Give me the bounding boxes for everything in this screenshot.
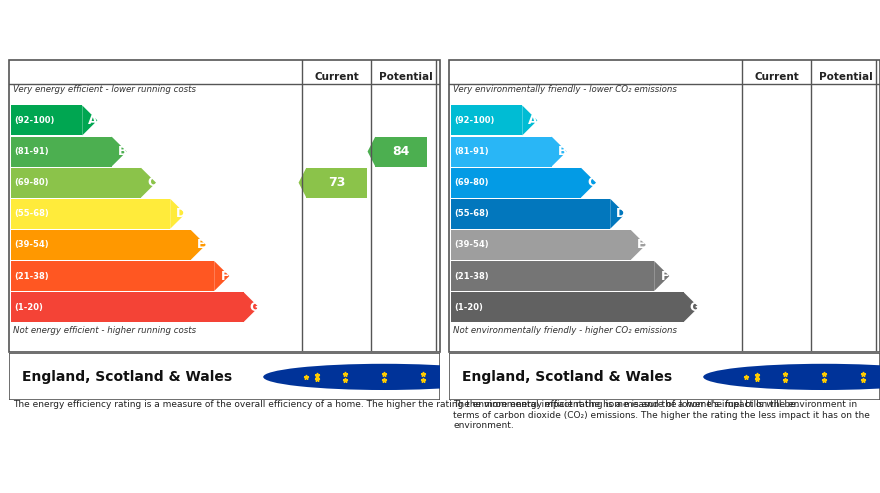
Polygon shape: [368, 137, 376, 167]
Text: Current: Current: [314, 72, 359, 82]
Polygon shape: [552, 137, 567, 167]
Text: The environmental impact rating is a measure of a home's impact on the environme: The environmental impact rating is a mea…: [453, 400, 870, 430]
FancyBboxPatch shape: [11, 292, 244, 322]
Text: EU Directive
2002/91/EC: EU Directive 2002/91/EC: [759, 366, 819, 387]
Text: E: E: [637, 239, 646, 251]
Polygon shape: [82, 106, 98, 136]
Text: (69-80): (69-80): [14, 178, 48, 187]
Text: Current: Current: [754, 72, 799, 82]
Text: England, Scotland & Wales: England, Scotland & Wales: [22, 370, 231, 384]
Polygon shape: [191, 230, 206, 260]
FancyBboxPatch shape: [451, 168, 581, 198]
Text: G: G: [689, 301, 700, 314]
Text: (21-38): (21-38): [14, 272, 48, 281]
FancyBboxPatch shape: [11, 168, 141, 198]
FancyBboxPatch shape: [11, 199, 170, 229]
Text: F: F: [661, 270, 670, 282]
Polygon shape: [654, 261, 670, 291]
Text: (81-91): (81-91): [14, 147, 48, 156]
Text: D: D: [176, 207, 187, 220]
FancyBboxPatch shape: [451, 261, 654, 291]
FancyBboxPatch shape: [9, 60, 440, 352]
Text: B: B: [118, 145, 127, 158]
Polygon shape: [298, 168, 306, 198]
Text: Very energy efficient - lower running costs: Very energy efficient - lower running co…: [13, 85, 196, 94]
Text: A: A: [528, 114, 538, 127]
Text: E: E: [197, 239, 206, 251]
Text: EU Directive
2002/91/EC: EU Directive 2002/91/EC: [319, 366, 379, 387]
FancyBboxPatch shape: [11, 261, 214, 291]
FancyBboxPatch shape: [451, 292, 684, 322]
Polygon shape: [214, 261, 230, 291]
FancyBboxPatch shape: [451, 137, 552, 167]
Text: (69-80): (69-80): [454, 178, 488, 187]
Text: (81-91): (81-91): [454, 147, 488, 156]
FancyBboxPatch shape: [376, 137, 427, 167]
Text: A: A: [88, 114, 98, 127]
Text: 73: 73: [328, 176, 345, 189]
Text: C: C: [587, 176, 597, 189]
Polygon shape: [610, 199, 626, 229]
Text: G: G: [249, 301, 260, 314]
FancyBboxPatch shape: [451, 106, 522, 136]
Text: Not environmentally friendly - higher CO₂ emissions: Not environmentally friendly - higher CO…: [453, 326, 677, 335]
Polygon shape: [581, 168, 596, 198]
Text: F: F: [221, 270, 230, 282]
Text: The energy efficiency rating is a measure of the overall efficiency of a home. T: The energy efficiency rating is a measur…: [13, 400, 799, 409]
Circle shape: [263, 364, 505, 390]
Text: (1-20): (1-20): [14, 303, 43, 312]
Polygon shape: [684, 292, 699, 322]
Polygon shape: [631, 230, 646, 260]
Text: (92-100): (92-100): [14, 116, 55, 125]
Circle shape: [703, 364, 880, 390]
Text: D: D: [616, 207, 627, 220]
FancyBboxPatch shape: [451, 199, 610, 229]
Text: (55-68): (55-68): [454, 209, 488, 218]
Polygon shape: [522, 106, 538, 136]
Text: B: B: [558, 145, 567, 158]
Text: England, Scotland & Wales: England, Scotland & Wales: [462, 370, 671, 384]
Text: Very environmentally friendly - lower CO₂ emissions: Very environmentally friendly - lower CO…: [453, 85, 677, 94]
Text: Potential: Potential: [818, 72, 872, 82]
Polygon shape: [244, 292, 259, 322]
Text: (39-54): (39-54): [454, 241, 488, 249]
Text: C: C: [147, 176, 157, 189]
Text: (55-68): (55-68): [14, 209, 48, 218]
Text: 84: 84: [392, 145, 410, 158]
Text: Energy Efficiency Rating: Energy Efficiency Rating: [18, 42, 227, 57]
Polygon shape: [141, 168, 156, 198]
FancyBboxPatch shape: [11, 137, 112, 167]
Text: (1-20): (1-20): [454, 303, 483, 312]
Text: (39-54): (39-54): [14, 241, 48, 249]
FancyBboxPatch shape: [11, 230, 191, 260]
FancyBboxPatch shape: [451, 230, 631, 260]
Text: (92-100): (92-100): [454, 116, 495, 125]
Polygon shape: [112, 137, 127, 167]
FancyBboxPatch shape: [11, 106, 82, 136]
Text: Not energy efficient - higher running costs: Not energy efficient - higher running co…: [13, 326, 196, 335]
Polygon shape: [170, 199, 186, 229]
FancyBboxPatch shape: [449, 60, 880, 352]
Text: Potential: Potential: [378, 72, 432, 82]
Text: Environmental Impact (CO₂) Rating: Environmental Impact (CO₂) Rating: [458, 42, 759, 57]
FancyBboxPatch shape: [306, 168, 367, 198]
Text: (21-38): (21-38): [454, 272, 488, 281]
